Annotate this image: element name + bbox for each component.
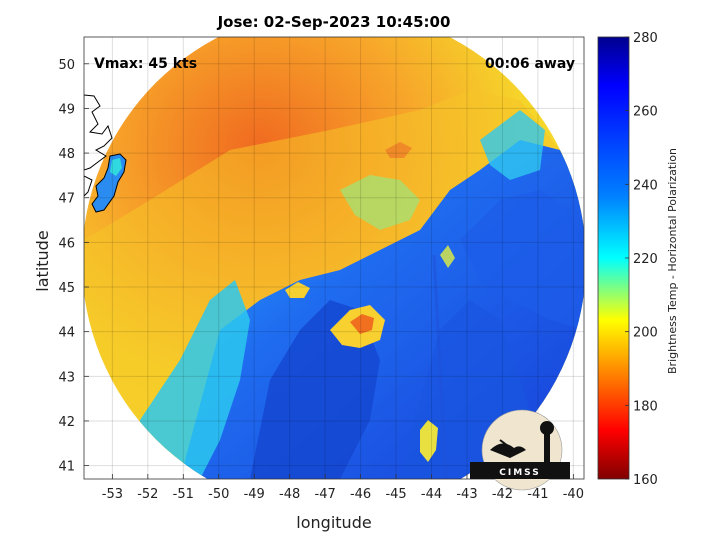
- x-tick-label: -42: [492, 487, 513, 502]
- x-tick-label: -46: [350, 487, 371, 502]
- x-axis-label: longitude: [296, 513, 371, 532]
- y-tick-label: 46: [58, 236, 75, 251]
- plot-frame: [83, 36, 585, 480]
- x-tick-label: -52: [137, 487, 158, 502]
- y-tick-label: 43: [58, 370, 75, 385]
- grid-lines: [84, 37, 584, 479]
- vmax-label: Vmax: 45 kts: [94, 56, 197, 72]
- x-tick-label: -45: [385, 487, 406, 502]
- colorbar-tick-label: 240: [633, 178, 658, 193]
- plot-area: [84, 37, 584, 479]
- x-tick-label: -53: [102, 487, 123, 502]
- cimss-logo: CIMSS: [470, 409, 570, 491]
- colorbar-tick-label: 280: [633, 31, 658, 46]
- x-tick-label: -49: [244, 487, 265, 502]
- y-tick-label: 41: [58, 460, 75, 475]
- colorbar-label: Brightness Temp - Horizontal Polarizatio…: [666, 148, 679, 374]
- x-tick-label: -44: [421, 487, 442, 502]
- y-tick-label: 50: [58, 58, 75, 73]
- y-axis-ticks: 41 42 43 44 45 46 47 48 49 50: [58, 58, 89, 475]
- brightness-swath: [84, 37, 584, 479]
- x-tick-label: -48: [279, 487, 300, 502]
- x-tick-label: -40: [563, 487, 584, 502]
- y-tick-label: 48: [58, 147, 75, 162]
- x-tick-label: -50: [208, 487, 229, 502]
- logo-text: CIMSS: [499, 468, 540, 478]
- chart-title: Jose: 02-Sep-2023 10:45:00: [217, 13, 451, 31]
- y-tick-label: 44: [58, 326, 75, 341]
- colorbar-tick-label: 260: [633, 105, 658, 120]
- y-tick-label: 49: [58, 102, 75, 117]
- colorbar-ticks: 160 180 200 220 240 260 280: [625, 31, 658, 488]
- y-tick-label: 45: [58, 281, 75, 296]
- x-axis-ticks: -53 -52 -51 -50 -49 -48 -47 -46 -45 -44 -43 -42 -41-…: [102, 474, 584, 502]
- colorbar-tick-label: 160: [633, 473, 658, 488]
- colorbar-tick-label: 200: [633, 326, 658, 341]
- x-tick-label: -43: [456, 487, 477, 502]
- colorbar: [597, 36, 630, 480]
- x-tick-label: -47: [315, 487, 336, 502]
- colorbar-tick-label: 180: [633, 399, 658, 414]
- y-axis-label: latitude: [33, 230, 52, 291]
- time-away-label: 00:06 away: [485, 56, 575, 72]
- y-tick-label: 42: [58, 415, 75, 430]
- coastline-outline: [84, 94, 127, 213]
- x-tick-label: -41: [527, 487, 548, 502]
- x-tick-label: -51: [173, 487, 194, 502]
- y-tick-label: 47: [58, 192, 75, 207]
- colorbar-tick-label: 220: [633, 252, 658, 267]
